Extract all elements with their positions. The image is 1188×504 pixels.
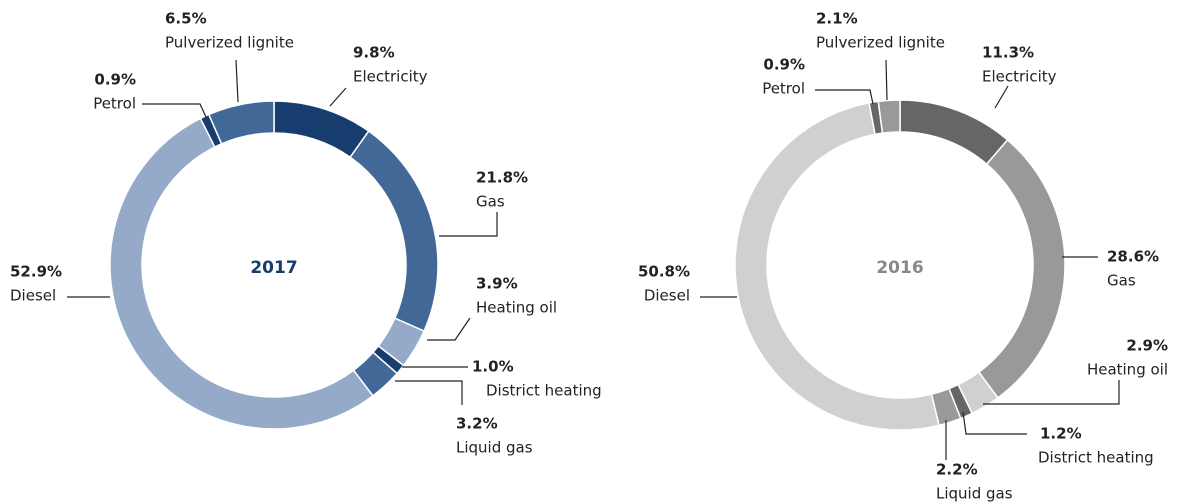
value-label: 0.9% xyxy=(94,71,136,89)
donut-slice xyxy=(734,102,940,431)
value-label: 1.0% xyxy=(472,358,514,376)
category-label: Pulverized lignite xyxy=(816,34,945,52)
category-label: Gas xyxy=(476,193,505,211)
value-label: 2.9% xyxy=(1126,337,1168,355)
category-label: Gas xyxy=(1107,272,1136,290)
category-label: Petrol xyxy=(93,95,136,113)
leader-line xyxy=(815,89,874,105)
leader-line xyxy=(427,317,471,341)
value-label: 28.6% xyxy=(1107,248,1159,266)
donut-slice xyxy=(109,117,374,430)
value-label: 50.8% xyxy=(638,263,690,281)
leader-line xyxy=(235,59,239,103)
category-label: Heating oil xyxy=(476,299,557,317)
donut-slice xyxy=(273,100,370,159)
leader-line xyxy=(885,59,888,101)
center-label: 2017 xyxy=(250,258,297,278)
center-label: 2016 xyxy=(876,258,923,278)
category-label: Petrol xyxy=(762,80,805,98)
leader-line xyxy=(994,85,1009,109)
category-label: Heating oil xyxy=(1087,361,1168,379)
value-label: 2.1% xyxy=(816,10,858,28)
leader-line xyxy=(983,380,1120,405)
category-label: Diesel xyxy=(644,287,690,305)
category-label: Liquid gas xyxy=(936,485,1013,503)
value-label: 1.2% xyxy=(1040,425,1082,443)
value-label: 6.5% xyxy=(165,10,207,28)
donut-slice xyxy=(207,100,275,145)
value-label: 21.8% xyxy=(476,169,528,187)
category-label: District heating xyxy=(486,382,602,400)
category-label: Diesel xyxy=(10,287,56,305)
value-label: 52.9% xyxy=(10,263,62,281)
leader-line xyxy=(962,411,1027,435)
category-label: Electricity xyxy=(353,68,428,86)
value-label: 3.2% xyxy=(456,415,498,433)
value-label: 2.2% xyxy=(936,461,978,479)
category-label: Pulverized lignite xyxy=(165,34,294,52)
value-label: 3.9% xyxy=(476,275,518,293)
donut-slice xyxy=(899,99,1009,166)
leader-line xyxy=(439,212,498,237)
category-label: District heating xyxy=(1038,449,1154,467)
donut-slice xyxy=(349,130,439,333)
leader-line xyxy=(395,380,463,405)
value-label: 0.9% xyxy=(763,56,805,74)
donut-slice xyxy=(877,99,901,134)
category-label: Liquid gas xyxy=(456,439,533,457)
leader-line xyxy=(142,103,207,118)
leader-line xyxy=(329,87,347,107)
donut-slice xyxy=(977,138,1066,399)
category-label: Electricity xyxy=(982,68,1057,86)
value-label: 11.3% xyxy=(982,44,1034,62)
value-label: 9.8% xyxy=(353,44,395,62)
